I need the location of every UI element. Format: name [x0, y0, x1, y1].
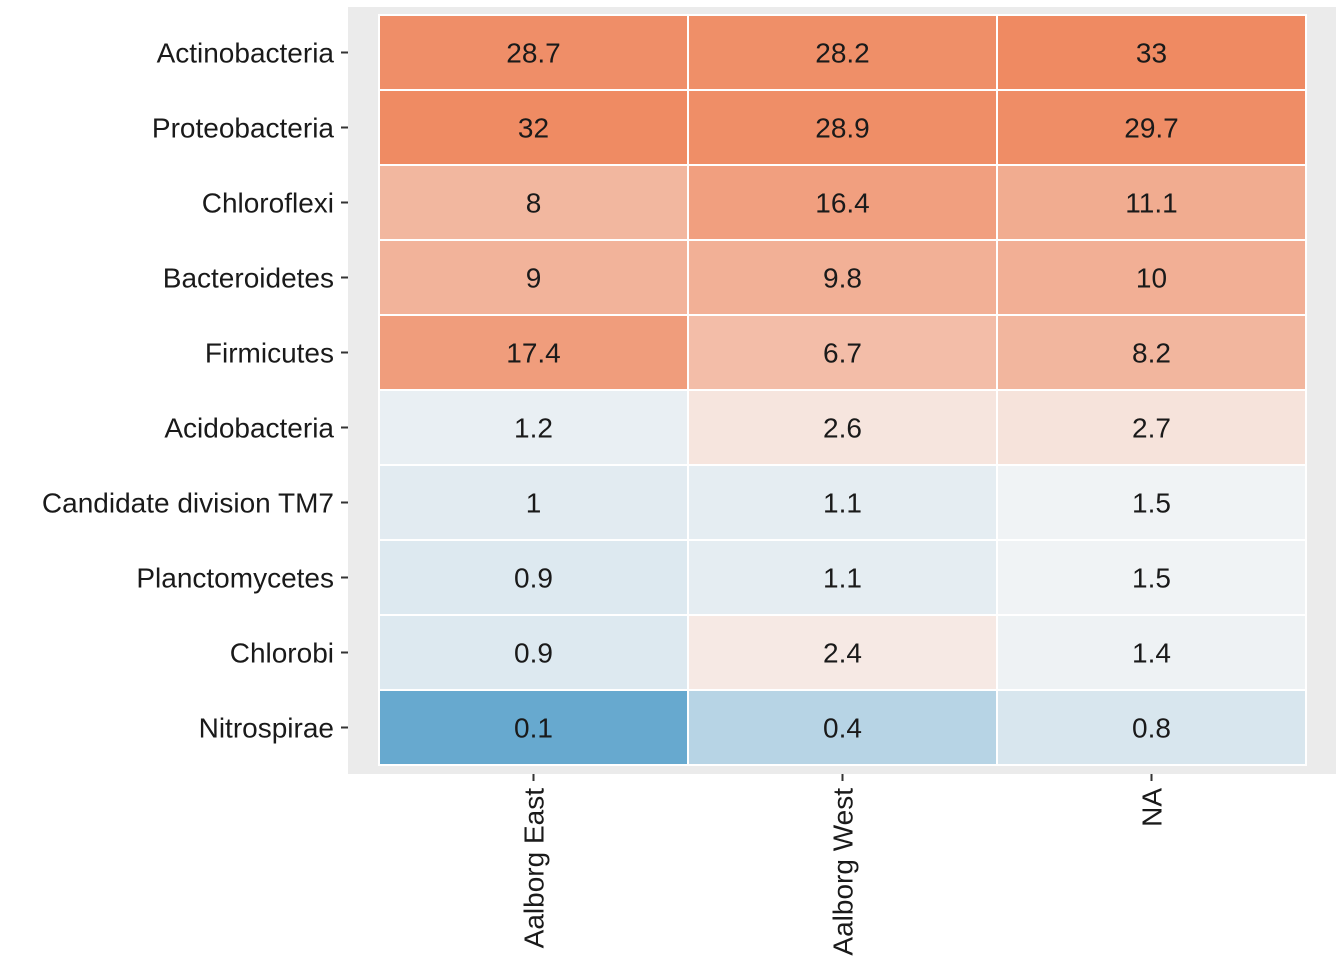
cell-value-label: 28.7 — [506, 38, 561, 69]
cell-value-label: 17.4 — [506, 338, 561, 369]
cell-value-label: 1 — [526, 488, 542, 519]
cell-value-label: 1.5 — [1132, 563, 1171, 594]
cell-value-label: 6.7 — [823, 338, 862, 369]
y-tick-label: Candidate division TM7 — [42, 488, 334, 519]
cell-value-label: 8.2 — [1132, 338, 1171, 369]
heatmap-cell — [687, 689, 998, 766]
cell-value-label: 32 — [518, 113, 549, 144]
x-tick-label: Aalborg East — [519, 788, 550, 949]
cell-value-label: 2.6 — [823, 413, 862, 444]
heatmap-cell — [687, 164, 998, 241]
cell-value-label: 2.7 — [1132, 413, 1171, 444]
y-tick-label: Chlorobi — [230, 638, 334, 669]
heatmap-cell — [378, 614, 689, 691]
x-tick-label: Aalborg West — [828, 788, 859, 956]
cell-value-label: 0.8 — [1132, 713, 1171, 744]
cell-value-label: 0.9 — [514, 638, 553, 669]
y-tick-label: Nitrospirae — [199, 713, 334, 744]
heatmap-cell — [687, 314, 998, 391]
cell-value-label: 10 — [1136, 263, 1167, 294]
y-tick-label: Planctomycetes — [136, 563, 334, 594]
heatmap-cell — [996, 614, 1307, 691]
x-tick-label: NA — [1137, 788, 1168, 827]
cell-value-label: 11.1 — [1125, 188, 1177, 219]
x-axis: Aalborg East Aalborg West NA — [519, 774, 1168, 956]
cell-value-label: 1.2 — [514, 413, 553, 444]
heatmap-cell — [378, 14, 689, 91]
cell-value-label: 0.4 — [823, 713, 862, 744]
cell-value-label: 28.9 — [815, 113, 870, 144]
cell-value-label: 8 — [526, 188, 542, 219]
heatmap-cell — [996, 539, 1307, 616]
heatmap-cell — [996, 464, 1307, 541]
heatmap-cell — [378, 389, 689, 466]
heatmap-cell — [687, 539, 998, 616]
heatmap-cell — [996, 239, 1307, 316]
heatmap-cell — [378, 464, 689, 541]
cell-value-label: 16.4 — [815, 188, 870, 219]
cell-value-label: 28.2 — [815, 38, 870, 69]
y-tick-label: Actinobacteria — [157, 38, 335, 69]
cell-value-label: 9 — [526, 263, 542, 294]
heatmap-cell — [996, 689, 1307, 766]
cell-value-label: 1.1 — [823, 563, 862, 594]
heatmap-cell — [687, 389, 998, 466]
cell-value-label: 1.1 — [823, 488, 862, 519]
y-axis: Actinobacteria Proteobacteria Chloroflexi B… — [42, 38, 348, 744]
cell-value-label: 2.4 — [823, 638, 862, 669]
cell-value-label: 1.5 — [1132, 488, 1171, 519]
cell-value-label: 33 — [1136, 38, 1167, 69]
heatmap-cell — [687, 14, 998, 91]
heatmap-cell — [996, 389, 1307, 466]
y-tick-label: Bacteroidetes — [163, 263, 334, 294]
y-tick-label: Firmicutes — [205, 338, 334, 369]
heatmap-cell — [996, 314, 1307, 391]
heatmap-cell — [378, 539, 689, 616]
cell-value-label: 1.4 — [1132, 638, 1171, 669]
heatmap-cell — [996, 14, 1307, 91]
y-tick-label: Proteobacteria — [152, 113, 335, 144]
heatmap-cell — [687, 614, 998, 691]
cell-value-label: 0.9 — [514, 563, 553, 594]
heatmap-cell — [996, 164, 1307, 241]
heatmap-cell — [687, 464, 998, 541]
cell-value-label: 9.8 — [823, 263, 862, 294]
heatmap-cell — [378, 239, 689, 316]
y-tick-label: Acidobacteria — [164, 413, 334, 444]
cell-value-label: 0.1 — [514, 713, 553, 744]
heatmap-cell — [378, 314, 689, 391]
cell-value-label: 29.7 — [1124, 113, 1179, 144]
y-tick-label: Chloroflexi — [202, 188, 334, 219]
